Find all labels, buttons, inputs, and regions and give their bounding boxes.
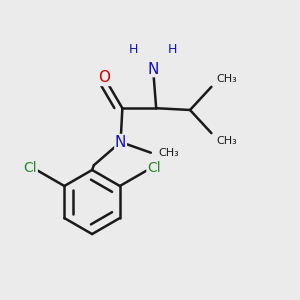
Text: CH₃: CH₃ xyxy=(159,148,179,158)
Text: CH₃: CH₃ xyxy=(216,136,237,146)
Text: O: O xyxy=(99,70,111,86)
Text: CH₃: CH₃ xyxy=(216,74,237,84)
Text: N: N xyxy=(115,134,126,149)
Text: H: H xyxy=(129,43,138,56)
Text: Cl: Cl xyxy=(24,161,37,176)
Text: N: N xyxy=(147,61,159,76)
Text: Cl: Cl xyxy=(147,161,160,176)
Text: H: H xyxy=(168,43,177,56)
